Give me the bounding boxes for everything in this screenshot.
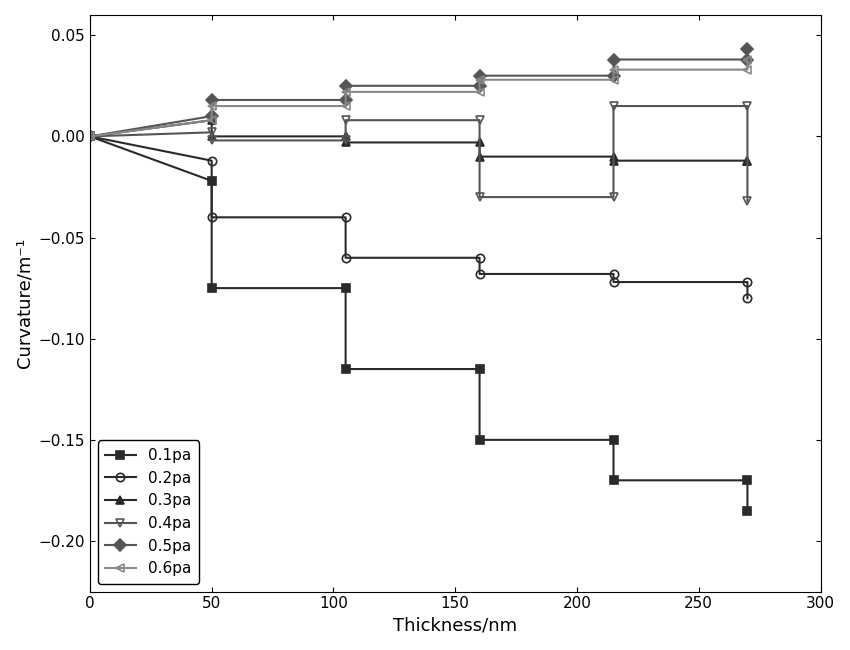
0.5pa (207, 112, 217, 120)
0.3pa (742, 157, 752, 164)
0.1pa (341, 365, 351, 373)
Y-axis label: Curvature/m⁻¹: Curvature/m⁻¹ (15, 239, 33, 369)
0.6pa (207, 116, 217, 124)
0.5pa (341, 96, 351, 104)
0.2pa (474, 254, 484, 262)
0.2pa (609, 278, 619, 286)
0.1pa (742, 476, 752, 484)
0.2pa (341, 213, 351, 221)
0.5pa (742, 56, 752, 64)
Line: 0.1pa: 0.1pa (86, 132, 751, 515)
0.1pa (207, 284, 217, 292)
0.2pa (609, 270, 619, 278)
0.4pa (742, 197, 752, 205)
0.2pa (474, 270, 484, 278)
0.3pa (609, 153, 619, 161)
0.4pa (207, 136, 217, 144)
0.6pa (609, 76, 619, 84)
0.3pa (474, 138, 484, 146)
0.2pa (207, 213, 217, 221)
0.1pa (742, 507, 752, 515)
0.4pa (85, 133, 95, 140)
0.6pa (609, 66, 619, 73)
0.2pa (742, 278, 752, 286)
0.6pa (474, 76, 484, 84)
0.1pa (207, 177, 217, 185)
0.6pa (341, 102, 351, 110)
0.2pa (341, 254, 351, 262)
0.2pa (85, 133, 95, 140)
0.4pa (742, 102, 752, 110)
0.2pa (742, 294, 752, 302)
0.5pa (85, 133, 95, 140)
0.4pa (609, 193, 619, 201)
Line: 0.4pa: 0.4pa (86, 102, 751, 205)
0.5pa (609, 72, 619, 79)
Line: 0.3pa: 0.3pa (86, 116, 751, 165)
0.6pa (85, 133, 95, 140)
0.1pa (609, 476, 619, 484)
0.2pa (207, 157, 217, 164)
0.4pa (207, 129, 217, 136)
0.3pa (474, 153, 484, 161)
0.4pa (341, 116, 351, 124)
0.5pa (474, 72, 484, 79)
Line: 0.2pa: 0.2pa (86, 132, 751, 302)
Line: 0.6pa: 0.6pa (86, 55, 751, 140)
0.3pa (207, 133, 217, 140)
0.3pa (341, 133, 351, 140)
0.1pa (85, 133, 95, 140)
0.4pa (474, 116, 484, 124)
0.5pa (474, 82, 484, 90)
0.5pa (742, 46, 752, 53)
Legend: 0.1pa, 0.2pa, 0.3pa, 0.4pa, 0.5pa, 0.6pa: 0.1pa, 0.2pa, 0.3pa, 0.4pa, 0.5pa, 0.6pa (98, 441, 199, 584)
0.6pa (474, 88, 484, 96)
0.4pa (341, 136, 351, 144)
0.3pa (85, 133, 95, 140)
0.4pa (609, 102, 619, 110)
0.3pa (207, 116, 217, 124)
0.6pa (742, 66, 752, 73)
0.3pa (742, 157, 752, 164)
0.5pa (609, 56, 619, 64)
0.3pa (341, 138, 351, 146)
X-axis label: Thickness/nm: Thickness/nm (394, 617, 518, 635)
0.1pa (341, 284, 351, 292)
0.1pa (474, 365, 484, 373)
0.6pa (341, 88, 351, 96)
0.5pa (207, 96, 217, 104)
0.5pa (341, 82, 351, 90)
0.1pa (609, 436, 619, 444)
0.6pa (742, 56, 752, 64)
0.3pa (609, 157, 619, 164)
0.6pa (207, 102, 217, 110)
0.4pa (474, 193, 484, 201)
0.1pa (474, 436, 484, 444)
Line: 0.5pa: 0.5pa (86, 46, 751, 140)
